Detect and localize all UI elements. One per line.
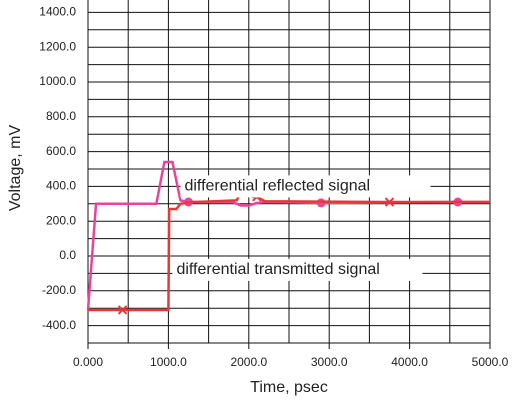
marker [384, 197, 395, 207]
y-tick-label: 600.0 [46, 144, 76, 158]
y-tick-label: -200.0 [42, 283, 76, 297]
y-tick-label: 0.0 [59, 248, 76, 262]
x-tick-label: 0.000 [73, 355, 103, 369]
annotation: differential transmitted signal [176, 261, 379, 278]
y-tick-label: 400.0 [46, 179, 76, 193]
annotation-bg [180, 175, 431, 198]
x-axis-label: Time, psec [250, 379, 328, 396]
marker [316, 198, 326, 208]
series-line [88, 190, 490, 312]
x-tick-label: 2000.0 [230, 355, 267, 369]
y-tick-label: -400.0 [42, 318, 76, 332]
y-tick-label: 1400.0 [39, 5, 76, 19]
y-axis-label: Voltage, mV [7, 125, 24, 212]
annotation-bg [172, 258, 423, 281]
marker [117, 305, 128, 315]
y-tick-label: 1200.0 [39, 39, 76, 53]
x-tick-label: 1000.0 [150, 355, 187, 369]
y-tick-label: 800.0 [46, 109, 76, 123]
x-tick-label: 3000.0 [311, 355, 348, 369]
y-tick-label: 200.0 [46, 213, 76, 227]
y-tick-label: 1000.0 [39, 74, 76, 88]
x-tick-label: 5000.0 [472, 355, 509, 369]
x-tick-label: 4000.0 [391, 355, 428, 369]
annotation: differential reflected signal [184, 178, 370, 195]
